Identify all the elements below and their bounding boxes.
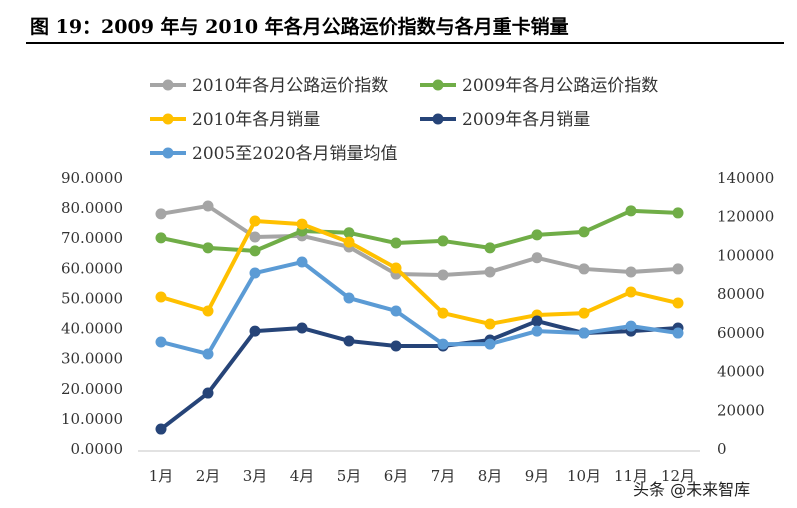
data-point-3 bbox=[343, 335, 355, 347]
data-point-3 bbox=[249, 325, 261, 337]
data-point-4 bbox=[484, 338, 496, 350]
left-axis-tick-label: 70.0000 bbox=[61, 229, 123, 247]
right-axis-tick-label: 60000 bbox=[717, 324, 765, 342]
x-axis-tick-label: 12月 bbox=[661, 467, 695, 485]
data-point-1 bbox=[437, 235, 449, 247]
data-point-2 bbox=[625, 286, 637, 298]
x-axis-tick-label: 7月 bbox=[431, 467, 456, 485]
data-point-0 bbox=[625, 266, 637, 278]
x-axis-tick-label: 5月 bbox=[337, 467, 362, 485]
right-axis-tick-label: 140000 bbox=[717, 169, 774, 187]
x-axis-tick-label: 11月 bbox=[614, 467, 648, 485]
data-point-3 bbox=[390, 340, 402, 352]
left-axis-tick-label: 60.0000 bbox=[61, 259, 123, 277]
data-point-1 bbox=[672, 207, 684, 219]
right-axis-tick-label: 0 bbox=[717, 440, 727, 458]
left-axis-tick-label: 40.0000 bbox=[61, 320, 123, 338]
data-point-0 bbox=[437, 269, 449, 281]
data-point-2 bbox=[437, 307, 449, 319]
data-point-4 bbox=[437, 338, 449, 350]
left-axis-tick-label: 80.0000 bbox=[61, 199, 123, 217]
left-axis-tick-label: 10.0000 bbox=[61, 410, 123, 428]
data-point-4 bbox=[672, 327, 684, 339]
legend-marker-4 bbox=[162, 147, 174, 159]
data-point-3 bbox=[296, 322, 308, 334]
right-axis-tick-label: 20000 bbox=[717, 401, 765, 419]
x-axis-tick-label: 3月 bbox=[243, 467, 268, 485]
series-line-2 bbox=[160, 218, 679, 326]
data-point-1 bbox=[531, 229, 543, 241]
data-point-2 bbox=[155, 291, 167, 303]
legend-label-0: 2010年各月公路运价指数 bbox=[192, 76, 388, 96]
x-axis-tick-label: 6月 bbox=[384, 467, 409, 485]
right-axis-tick-label: 120000 bbox=[717, 208, 774, 226]
data-point-2 bbox=[202, 305, 214, 317]
data-point-4 bbox=[155, 336, 167, 348]
data-point-4 bbox=[531, 325, 543, 337]
x-axis-tick-label: 8月 bbox=[478, 467, 503, 485]
data-point-0 bbox=[672, 263, 684, 275]
data-point-0 bbox=[202, 200, 214, 212]
data-point-1 bbox=[390, 237, 402, 249]
data-point-4 bbox=[343, 292, 355, 304]
data-point-0 bbox=[531, 252, 543, 264]
left-axis-tick-label: 90.0000 bbox=[61, 169, 123, 187]
data-point-1 bbox=[249, 245, 261, 257]
right-axis-tick-label: 100000 bbox=[717, 246, 774, 264]
data-point-1 bbox=[484, 242, 496, 254]
series-line-1 bbox=[160, 208, 679, 253]
data-point-1 bbox=[625, 205, 637, 217]
data-point-2 bbox=[390, 262, 402, 274]
data-point-0 bbox=[484, 266, 496, 278]
series-line-3 bbox=[159, 319, 679, 431]
data-point-3 bbox=[531, 315, 543, 327]
watermark: 头条 @未来智库 bbox=[633, 480, 751, 499]
left-axis-tick-label: 30.0000 bbox=[61, 350, 123, 368]
data-point-4 bbox=[625, 320, 637, 332]
legend-label-3: 2009年各月销量 bbox=[462, 110, 590, 130]
data-point-2 bbox=[249, 215, 261, 227]
data-point-2 bbox=[578, 307, 590, 319]
data-point-0 bbox=[249, 231, 261, 243]
data-point-2 bbox=[484, 318, 496, 330]
data-point-0 bbox=[578, 263, 590, 275]
data-point-3 bbox=[155, 423, 167, 435]
data-point-4 bbox=[296, 256, 308, 268]
data-point-3 bbox=[202, 387, 214, 399]
series-line-4 bbox=[160, 260, 679, 356]
data-point-1 bbox=[155, 232, 167, 244]
legend-label-1: 2009年各月公路运价指数 bbox=[462, 76, 658, 96]
legend-marker-2 bbox=[162, 113, 174, 125]
legend-marker-3 bbox=[432, 113, 444, 125]
legend-marker-0 bbox=[162, 79, 174, 91]
data-point-2 bbox=[343, 236, 355, 248]
legend-marker-1 bbox=[432, 79, 444, 91]
chart-title: 图 19：2009 年与 2010 年各月公路运价指数与各月重卡销量 bbox=[30, 16, 569, 38]
data-point-2 bbox=[672, 297, 684, 309]
legend-label-4: 2005至2020各月销量均值 bbox=[192, 144, 398, 164]
left-axis-tick-label: 0.0000 bbox=[71, 440, 124, 458]
right-axis-tick-label: 40000 bbox=[717, 363, 765, 381]
x-axis-tick-label: 9月 bbox=[525, 467, 550, 485]
legend-label-2: 2010年各月销量 bbox=[192, 110, 320, 130]
data-point-1 bbox=[578, 226, 590, 238]
data-point-0 bbox=[155, 208, 167, 220]
left-axis-tick-label: 50.0000 bbox=[61, 289, 123, 307]
x-axis-tick-label: 2月 bbox=[196, 467, 221, 485]
data-point-4 bbox=[390, 305, 402, 317]
title-rule bbox=[26, 42, 784, 44]
data-point-4 bbox=[249, 267, 261, 279]
left-axis-tick-label: 20.0000 bbox=[61, 380, 123, 398]
data-point-2 bbox=[296, 218, 308, 230]
x-axis-tick-label: 4月 bbox=[290, 467, 315, 485]
x-axis-tick-label: 1月 bbox=[149, 467, 174, 485]
data-point-1 bbox=[202, 242, 214, 254]
data-point-4 bbox=[578, 327, 590, 339]
x-axis-tick-label: 10月 bbox=[567, 467, 601, 485]
data-point-1 bbox=[343, 227, 355, 239]
data-point-4 bbox=[202, 348, 214, 360]
right-axis-tick-label: 80000 bbox=[717, 285, 765, 303]
